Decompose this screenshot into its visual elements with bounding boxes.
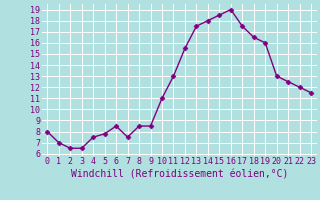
- X-axis label: Windchill (Refroidissement éolien,°C): Windchill (Refroidissement éolien,°C): [70, 169, 288, 179]
